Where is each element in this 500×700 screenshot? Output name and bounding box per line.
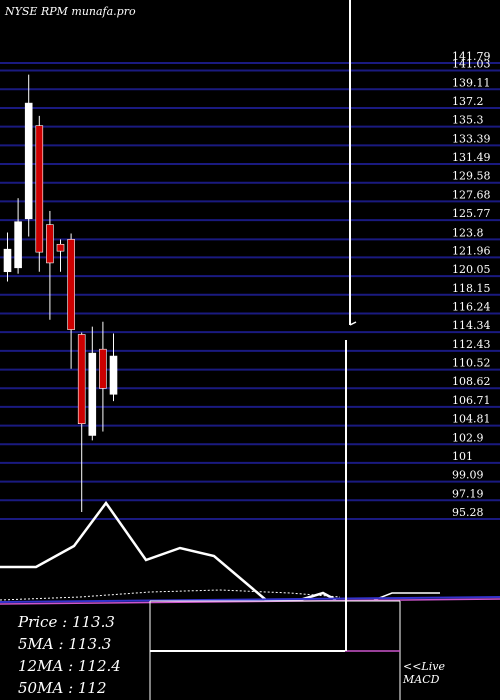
y-tick-label: 133.39 xyxy=(452,132,491,145)
candle-body xyxy=(56,243,65,252)
y-tick-label: 125.77 xyxy=(452,207,491,220)
candle xyxy=(46,210,54,320)
candle-body xyxy=(24,102,33,220)
y-tick-label: 110.52 xyxy=(452,357,491,370)
grid-lines xyxy=(0,62,500,520)
legend-price: Price : 113.3 xyxy=(18,613,115,631)
candle-body xyxy=(67,239,75,330)
candle-body xyxy=(77,334,86,425)
candle-body xyxy=(88,352,97,436)
y-tick-label: 131.49 xyxy=(452,151,491,164)
y-tick-label: 108.62 xyxy=(452,375,491,388)
live-macd-link[interactable]: <<Live MACD xyxy=(403,660,445,686)
y-tick-label: 139.11 xyxy=(452,76,491,89)
candle-body xyxy=(14,221,22,269)
y-tick-label: 101 xyxy=(452,450,473,463)
legend-50ma: 50MA : 112 xyxy=(18,679,107,697)
candle-body xyxy=(35,125,44,253)
chart-title: NYSE RPM munafa.pro xyxy=(5,5,136,18)
candlesticks xyxy=(3,74,118,512)
candle-body xyxy=(3,248,12,273)
candle xyxy=(77,332,86,512)
y-tick-label: 127.68 xyxy=(452,188,491,201)
candle xyxy=(35,115,44,272)
candle-body xyxy=(109,355,118,395)
y-tick-label: 104.81 xyxy=(452,413,491,426)
legend-5ma: 5MA : 113.3 xyxy=(18,635,112,653)
y-tick-label: 102.9 xyxy=(452,431,484,444)
candle xyxy=(24,74,33,237)
y-tick-label: 129.58 xyxy=(452,170,491,183)
y-tick-label: 97.19 xyxy=(452,487,484,500)
y-tick-label: 106.71 xyxy=(452,394,491,407)
price-legend: Price : 113.3 5MA : 113.3 12MA : 112.4 5… xyxy=(18,611,121,699)
candle-body xyxy=(46,224,54,264)
live-marker-line-top-hook xyxy=(349,321,357,326)
candle xyxy=(109,333,118,402)
dotted-average-line xyxy=(0,589,341,601)
candle xyxy=(14,198,22,274)
y-tick-label: 99.09 xyxy=(452,469,484,482)
legend-12ma: 12MA : 112.4 xyxy=(18,657,121,675)
y-tick-label: 114.34 xyxy=(452,319,491,332)
candle xyxy=(3,232,12,282)
candle xyxy=(88,326,97,441)
candle xyxy=(67,233,75,369)
y-tick-label: 123.8 xyxy=(452,226,484,239)
y-tick-label: 118.15 xyxy=(452,282,491,295)
candle xyxy=(56,239,65,272)
y-tick-label: 141.03 xyxy=(452,57,491,70)
y-tick-label: 121.96 xyxy=(452,244,491,257)
volume-line xyxy=(0,500,337,602)
y-tick-label: 95.28 xyxy=(452,506,484,519)
candle-body xyxy=(99,348,107,389)
y-tick-label: 137.2 xyxy=(452,95,484,108)
y-tick-label: 116.24 xyxy=(452,301,491,314)
y-tick-label: 120.05 xyxy=(452,263,491,276)
blue-average-line xyxy=(0,596,500,603)
y-tick-label: 112.43 xyxy=(452,338,491,351)
y-tick-label: 141.79 xyxy=(452,50,491,63)
y-tick-label: 135.3 xyxy=(452,114,484,127)
candle xyxy=(99,321,107,432)
